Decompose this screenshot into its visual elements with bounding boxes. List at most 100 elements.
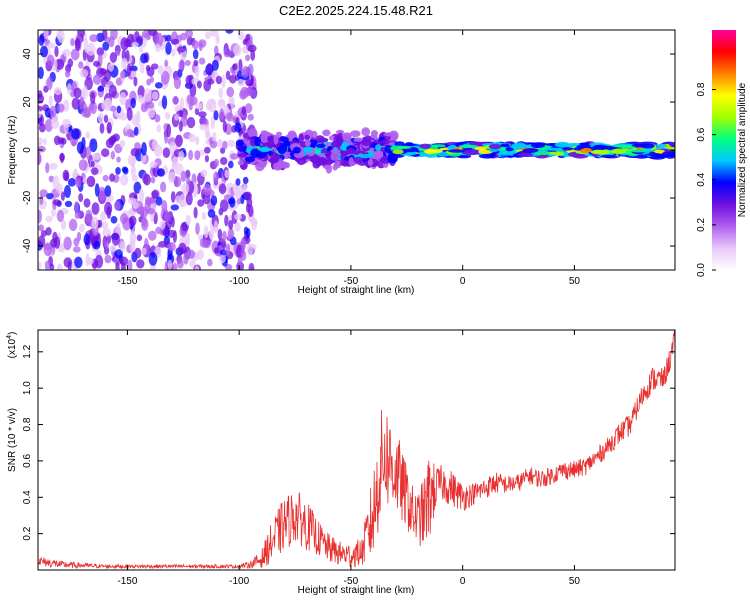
spectrogram-cell [186, 117, 196, 129]
spectrogram-cell [191, 40, 200, 50]
spectrogram-cell [45, 162, 50, 174]
spectrogram-cell [251, 219, 258, 231]
spectrogram-cell [149, 161, 158, 169]
spectrogram-cell [360, 138, 372, 147]
x-tick-label: 0 [460, 276, 466, 287]
spectrogram-cell [108, 84, 117, 98]
spectrogram-cell [136, 35, 144, 44]
spectrogram-marks [38, 30, 675, 270]
spectrogram-cell [432, 144, 446, 148]
spectrogram-cell [370, 130, 378, 138]
x-tick-label: -100 [229, 276, 249, 287]
spectrogram-cell [178, 120, 183, 132]
spectrogram-cell [195, 136, 200, 145]
spectrogram-cell [179, 199, 185, 208]
colorbar-gradient [712, 30, 736, 270]
spectrogram-cell [89, 138, 98, 153]
spectrogram-cell [62, 169, 70, 182]
spectrogram-cell [165, 34, 172, 42]
spectrogram-cell [120, 70, 126, 79]
spectrogram-cell [278, 136, 289, 143]
spectrogram-cell [119, 174, 129, 186]
spectrogram-cell [111, 232, 120, 246]
spectrogram-cell [38, 224, 44, 232]
spectrogram-cell [136, 234, 143, 242]
spectrogram-cell [155, 196, 163, 206]
spectrogram-cell [104, 254, 112, 264]
spectrogram-cell [120, 261, 126, 270]
spectrogram-cell [361, 127, 371, 137]
spectrogram-cell [170, 204, 179, 211]
spectrogram-cell [133, 126, 139, 136]
spectrogram-cell [38, 66, 44, 79]
spectrogram-cell [140, 53, 148, 64]
y-tick-label: 0.8 [22, 417, 33, 431]
spectrogram-cell [93, 60, 100, 67]
spectrogram-cell [192, 49, 199, 60]
spectrogram-cell [330, 148, 341, 154]
spectrogram-cell [225, 70, 231, 81]
spectrogram-cell [133, 181, 142, 194]
spectrogram-cell [650, 154, 666, 158]
spectrogram-cell [94, 254, 104, 269]
spectrogram-cell [513, 142, 526, 148]
spectrogram-cell [79, 96, 85, 110]
spectrogram-cell [185, 169, 191, 179]
spectrogram-cell [206, 62, 213, 73]
x-tick-label: -150 [117, 276, 137, 287]
spectrogram-cell [215, 75, 222, 85]
spectrogram-cell [141, 247, 147, 256]
spectrogram-cell [175, 134, 183, 147]
spectrogram-cell [89, 34, 99, 42]
spectrogram-cell [66, 83, 72, 95]
spectrogram-cell [94, 183, 100, 197]
spectrogram-cell [106, 122, 112, 134]
spectrogram-cell [325, 151, 333, 156]
spectrogram-cell [367, 158, 374, 167]
spectrogram-cell [130, 148, 140, 157]
spectrogram-cell [140, 103, 148, 113]
spectrogram-cell [245, 79, 254, 87]
spectrogram-cell [115, 77, 123, 86]
spectrogram-cell [60, 137, 67, 145]
x-tick-label: 50 [569, 276, 581, 287]
spectrogram-cell [488, 143, 502, 150]
spectrogram-cell [51, 208, 56, 217]
spectrogram-cell [127, 197, 137, 205]
spectrogram-cell [221, 74, 226, 89]
spectrogram-cell [188, 133, 196, 143]
spectrogram-x-label: Height of straight line (km) [298, 285, 415, 296]
spectrogram-cell [223, 47, 231, 58]
spectrogram-cell [193, 206, 198, 219]
y-tick-label: 0.2 [22, 526, 33, 540]
x-tick-label: -50 [344, 576, 359, 587]
snr-y-multiplier-close: ) [7, 332, 18, 335]
spectrogram-cell [98, 186, 107, 201]
spectrogram-cell [193, 59, 199, 67]
spectrogram-cell [230, 153, 239, 160]
spectrogram-cell [38, 151, 41, 165]
spectrogram-cell [126, 128, 134, 138]
spectrogram-cell [105, 36, 111, 43]
spectrogram-cell [99, 122, 105, 134]
spectrogram-cell [49, 263, 55, 270]
spectrogram-cell [43, 243, 52, 250]
spectrogram-cell [119, 140, 126, 148]
spectrogram-cell [110, 150, 116, 160]
spectrogram-cell [205, 31, 211, 40]
spectrogram-cell [228, 96, 234, 105]
spectrogram-cell [167, 259, 173, 270]
spectrogram-cell [48, 95, 53, 107]
spectrogram-cell [149, 76, 154, 83]
spectrogram-cell [54, 45, 59, 58]
spectrogram-cell [224, 169, 230, 179]
spectrogram-cell [234, 213, 243, 220]
spectrogram-cell [195, 102, 203, 110]
spectrogram-cell [82, 85, 88, 100]
spectrogram-cell [120, 213, 128, 225]
spectrogram-cell [44, 119, 53, 132]
spectrogram-cell [182, 111, 187, 120]
spectrogram-cell [109, 244, 117, 252]
y-tick-label: 0.6 [22, 454, 33, 468]
spectrogram-cell [184, 60, 191, 66]
